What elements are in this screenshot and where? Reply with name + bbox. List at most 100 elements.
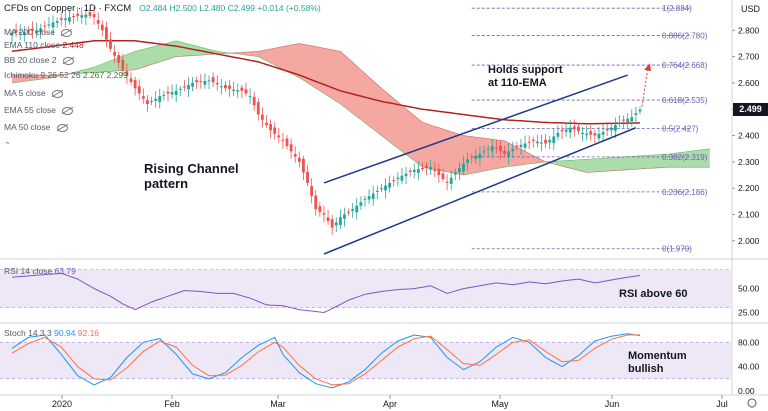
candle-down — [408, 170, 412, 172]
candle-down — [125, 71, 129, 76]
candle-up — [334, 222, 338, 226]
candle-up — [162, 94, 166, 96]
candle-up — [380, 188, 383, 190]
rsi-legend[interactable]: RSI 14 close 63.79 — [4, 266, 76, 276]
candle-down — [326, 217, 330, 222]
chart-header: CFDs on Copper · 1D · FXCM O2.484 H2.500 … — [4, 3, 321, 14]
momentum-note: Momentum bullish — [628, 350, 687, 375]
senkou-span-b-line — [12, 43, 710, 173]
eye-hidden-icon[interactable] — [62, 56, 74, 65]
candle-up — [367, 196, 371, 200]
legend-ema55[interactable]: EMA 55 close — [4, 105, 74, 115]
candle-up — [154, 98, 158, 101]
candle-up — [207, 80, 211, 82]
candle-up — [68, 17, 71, 22]
price-tick-label: 2.100 — [738, 210, 760, 220]
time-tick-label: 2020 — [52, 399, 72, 409]
rsi-tick-label: 25.00 — [738, 307, 760, 317]
candle-down — [260, 114, 264, 120]
channel-lower-line — [323, 126, 637, 255]
legend-ema110[interactable]: EMA 110 close 2.448 — [4, 40, 84, 50]
candle-up — [18, 32, 22, 34]
candle-up — [63, 18, 67, 21]
candle-down — [228, 85, 231, 89]
candle-up — [568, 127, 572, 133]
legend-ichimoku[interactable]: Ichimoku 9 26 52 26 2.267 2.299 — [4, 70, 128, 80]
fib-level-label: 0(1.970) — [662, 245, 692, 254]
candle-down — [310, 186, 314, 197]
candle-down — [59, 17, 63, 20]
candle-up — [174, 90, 178, 95]
candle-up — [638, 109, 642, 112]
candle-down — [527, 141, 531, 143]
price-tick-label: 2.800 — [738, 25, 760, 35]
legend-ma50[interactable]: MA 50 close — [4, 122, 68, 132]
candle-up — [203, 80, 207, 85]
legend-collapse-icon[interactable]: ⌃ — [4, 140, 12, 150]
candle-up — [39, 28, 43, 33]
candle-down — [273, 127, 277, 134]
candle-down — [499, 145, 502, 152]
candle-up — [548, 139, 552, 143]
eye-hidden-icon[interactable] — [62, 106, 74, 115]
candle-up — [355, 205, 359, 213]
fib-level-label: 0.764(2.668) — [662, 61, 708, 70]
candle-up — [35, 30, 39, 33]
stoch-legend[interactable]: Stoch 14 3 3 90.94 92.16 — [4, 328, 100, 338]
time-tick-label: Jul — [716, 399, 728, 409]
rsi-tick-label: 50.00 — [738, 284, 760, 294]
candle-down — [265, 122, 268, 126]
fib-level-label: 0.236(2.186) — [662, 188, 708, 197]
candle-up — [359, 202, 363, 206]
candle-up — [618, 122, 621, 125]
candle-down — [515, 145, 519, 147]
candle-down — [215, 82, 219, 85]
candle-down — [494, 147, 498, 149]
candle-down — [441, 173, 445, 179]
candle-up — [462, 163, 465, 172]
legend-ma5[interactable]: MA 5 close — [4, 88, 63, 98]
rising-channel-note: Rising Channel pattern — [144, 161, 239, 191]
legend-ma200[interactable]: MA 200 close — [4, 27, 73, 37]
candle-up — [351, 209, 355, 212]
candle-down — [289, 144, 293, 152]
rsi-band — [0, 269, 732, 308]
eye-hidden-icon[interactable] — [56, 123, 68, 132]
candle-down — [92, 14, 96, 18]
candle-up — [556, 132, 560, 137]
time-tick-label: Jun — [605, 399, 620, 409]
candle-up — [507, 151, 511, 158]
symbol-title: CFDs on Copper · 1D · FXCM — [4, 3, 132, 14]
candle-up — [482, 151, 486, 153]
eye-hidden-icon[interactable] — [61, 28, 73, 37]
candle-up — [416, 169, 420, 173]
candle-up — [343, 214, 346, 219]
candle-down — [392, 180, 396, 182]
ichimoku-cloud-bearish — [231, 43, 546, 176]
candle-up — [178, 88, 182, 90]
candle-up — [511, 148, 515, 152]
candle-down — [306, 172, 309, 183]
candle-down — [589, 131, 593, 135]
candle-down — [470, 156, 474, 158]
candle-up — [581, 132, 584, 134]
candle-down — [240, 87, 244, 91]
rsi-line — [11, 272, 641, 314]
candle-down — [347, 211, 350, 213]
stoch-tick-label: 80.00 — [738, 337, 760, 347]
time-tick-label: Mar — [270, 399, 286, 409]
candle-down — [72, 16, 75, 18]
candle-down — [572, 126, 576, 130]
candle-down — [76, 13, 80, 16]
ohlc-readout: O2.484 H2.500 L2.480 C2.499 +0.014 (+0.5… — [139, 3, 321, 13]
candle-down — [302, 158, 305, 173]
candle-down — [43, 25, 47, 27]
candle-down — [224, 84, 227, 89]
candle-down — [531, 139, 535, 141]
legend-bb20[interactable]: BB 20 close 2 — [4, 55, 74, 65]
candle-up — [609, 127, 613, 131]
candle-down — [593, 133, 597, 136]
candle-up — [597, 133, 601, 139]
eye-hidden-icon[interactable] — [51, 89, 63, 98]
